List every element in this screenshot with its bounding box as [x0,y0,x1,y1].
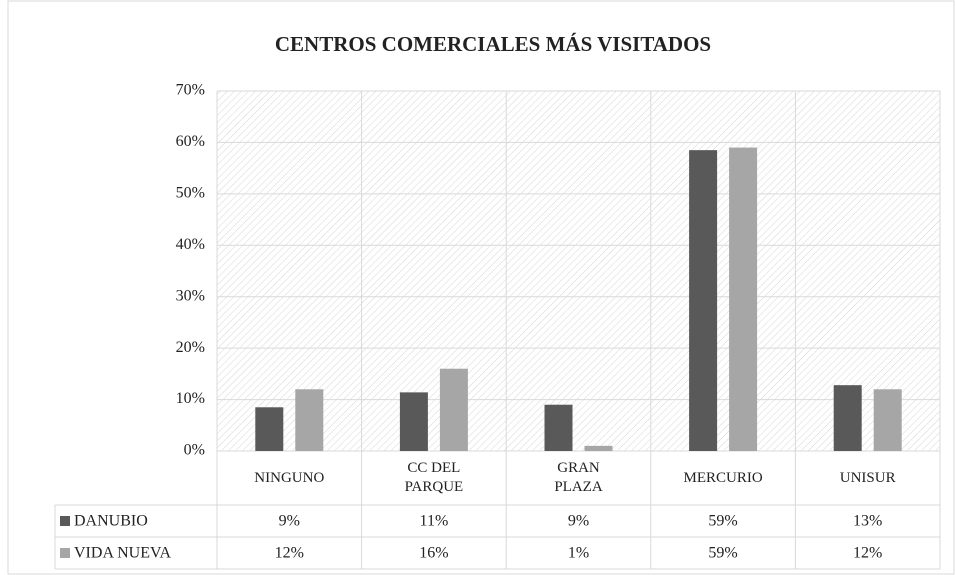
table-value: 59% [708,545,737,562]
y-tick-label: 60% [176,133,205,150]
bar [584,445,613,451]
plot-area [217,91,940,451]
table-value: 1% [568,545,589,562]
bar [729,147,758,452]
bar [255,407,284,451]
y-tick-label: 70% [176,82,205,99]
legend-swatch [60,548,70,558]
x-tick-label: CC DEL PARQUE [404,460,464,495]
bar [295,389,324,451]
y-tick-label: 20% [176,339,205,356]
bar [833,385,862,451]
table-value: 12% [853,545,882,562]
table-value: 59% [708,513,737,530]
y-tick-label: 30% [176,287,205,304]
legend-swatch [60,516,70,526]
table-value: 9% [279,513,300,530]
bar [544,404,573,451]
bar [399,392,428,451]
chart-title: CENTROS COMERCIALES MÁS VISITADOS [275,32,711,56]
legend-label: DANUBIO [74,513,148,530]
bar [439,368,468,451]
bar [689,150,718,451]
legend-label: VIDA NUEVA [74,545,171,562]
y-tick-label: 50% [176,185,205,202]
x-tick-label: UNISUR [839,469,896,486]
table-value: 16% [419,545,448,562]
bar [873,389,902,451]
y-tick-label: 0% [184,442,205,459]
table-value: 9% [568,513,589,530]
y-tick-label: 40% [176,236,205,253]
x-tick-label: NINGUNO [254,469,325,486]
table-value: 12% [275,545,304,562]
x-tick-label: MERCURIO [683,469,763,486]
x-tick-label: GRAN PLAZA [554,460,603,495]
y-tick-label: 10% [176,390,205,407]
table-value: 13% [853,513,882,530]
table-value: 11% [420,513,449,530]
